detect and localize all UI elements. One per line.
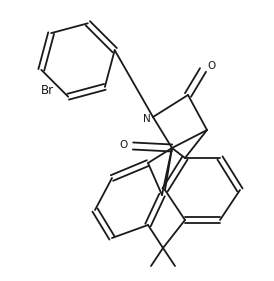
Text: O: O xyxy=(120,140,128,150)
Text: O: O xyxy=(207,61,215,71)
Text: Br: Br xyxy=(41,84,54,97)
Text: N: N xyxy=(143,114,151,124)
